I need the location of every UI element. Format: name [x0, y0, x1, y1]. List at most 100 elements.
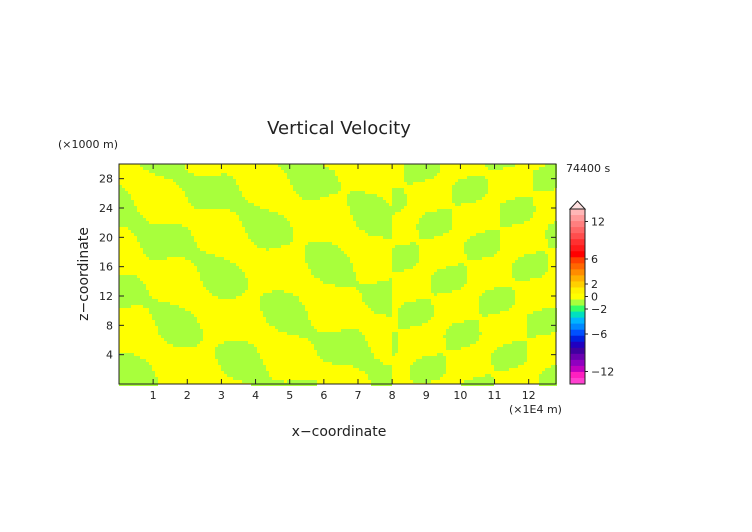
heatmap-cell [356, 338, 359, 341]
heatmap-cell [287, 308, 290, 311]
heatmap-cell [206, 281, 209, 284]
heatmap-cell [413, 368, 416, 371]
heatmap-cell [179, 170, 182, 173]
heatmap-cell [332, 281, 335, 284]
heatmap-cell [425, 299, 428, 302]
heatmap-cell [218, 356, 221, 359]
heatmap-cell [524, 260, 527, 263]
heatmap-cell [389, 278, 392, 281]
heatmap-cell [344, 257, 347, 260]
heatmap-cell [323, 275, 326, 278]
heatmap-cell [182, 170, 185, 173]
heatmap-cell [344, 335, 347, 338]
heatmap-cell [365, 344, 368, 347]
heatmap-cell [446, 347, 449, 350]
heatmap-cell [254, 353, 257, 356]
heatmap-cell [227, 287, 230, 290]
heatmap-cell [194, 197, 197, 200]
heatmap-cell [302, 173, 305, 176]
heatmap-cell [347, 200, 350, 203]
heatmap-cell [119, 191, 122, 194]
heatmap-cell [509, 305, 512, 308]
heatmap-cell [485, 374, 488, 377]
heatmap-cell [191, 335, 194, 338]
heatmap-cell [551, 170, 554, 173]
heatmap-cell [455, 185, 458, 188]
heatmap-cell [305, 257, 308, 260]
heatmap-cell [290, 299, 293, 302]
heatmap-cell [494, 365, 497, 368]
heatmap-cell [143, 230, 146, 233]
heatmap-cell [248, 224, 251, 227]
heatmap-cell [371, 221, 374, 224]
heatmap-cell [125, 356, 128, 359]
heatmap-cell [248, 236, 251, 239]
heatmap-cell [131, 203, 134, 206]
heatmap-cell [326, 335, 329, 338]
heatmap-cell [422, 380, 425, 383]
heatmap-cell [173, 179, 176, 182]
heatmap-cell [347, 341, 350, 344]
heatmap-cell [143, 377, 146, 380]
heatmap-cell [194, 323, 197, 326]
heatmap-cell [266, 374, 269, 377]
heatmap-cell [419, 173, 422, 176]
heatmap-cell [227, 206, 230, 209]
heatmap-cell [308, 179, 311, 182]
heatmap-cell [545, 230, 548, 233]
heatmap-cell [236, 347, 239, 350]
heatmap-cell [470, 236, 473, 239]
heatmap-cell [386, 281, 389, 284]
heatmap-cell [422, 179, 425, 182]
heatmap-cell [185, 314, 188, 317]
heatmap-cell [551, 173, 554, 176]
heatmap-cell [176, 341, 179, 344]
heatmap-cell [434, 275, 437, 278]
heatmap-cell [332, 176, 335, 179]
heatmap-cell [233, 341, 236, 344]
heatmap-cell [296, 314, 299, 317]
heatmap-cell [173, 314, 176, 317]
heatmap-cell [485, 236, 488, 239]
heatmap-cell [122, 191, 125, 194]
heatmap-cell [386, 218, 389, 221]
heatmap-cell [134, 359, 137, 362]
heatmap-cell [374, 215, 377, 218]
x-tick-label: 4 [252, 389, 259, 402]
heatmap-cell [383, 380, 386, 383]
heatmap-cell [401, 203, 404, 206]
heatmap-cell [521, 278, 524, 281]
heatmap-cell [542, 380, 545, 383]
heatmap-cell [524, 203, 527, 206]
heatmap-cell [455, 287, 458, 290]
heatmap-cell [335, 350, 338, 353]
heatmap-cell [173, 230, 176, 233]
heatmap-cell [221, 197, 224, 200]
heatmap-cell [416, 167, 419, 170]
heatmap-cell [473, 179, 476, 182]
heatmap-cell [284, 329, 287, 332]
heatmap-cell [542, 254, 545, 257]
heatmap-cell [182, 179, 185, 182]
heatmap-cell [221, 263, 224, 266]
heatmap-cell [311, 380, 314, 383]
heatmap-cell [530, 266, 533, 269]
heatmap-cell [236, 341, 239, 344]
heatmap-cell [233, 296, 236, 299]
heatmap-cell [203, 269, 206, 272]
heatmap-cell [233, 194, 236, 197]
heatmap-cell [503, 209, 506, 212]
heatmap-cell [407, 305, 410, 308]
heatmap-cell [164, 314, 167, 317]
heatmap-cell [143, 374, 146, 377]
heatmap-cell [410, 254, 413, 257]
heatmap-cell [137, 362, 140, 365]
heatmap-cell [194, 341, 197, 344]
heatmap-cell [476, 182, 479, 185]
heatmap-cell [308, 254, 311, 257]
heatmap-cell [527, 266, 530, 269]
heatmap-cell [182, 323, 185, 326]
heatmap-cell [131, 296, 134, 299]
heatmap-cell [509, 164, 512, 167]
heatmap-cell [380, 380, 383, 383]
